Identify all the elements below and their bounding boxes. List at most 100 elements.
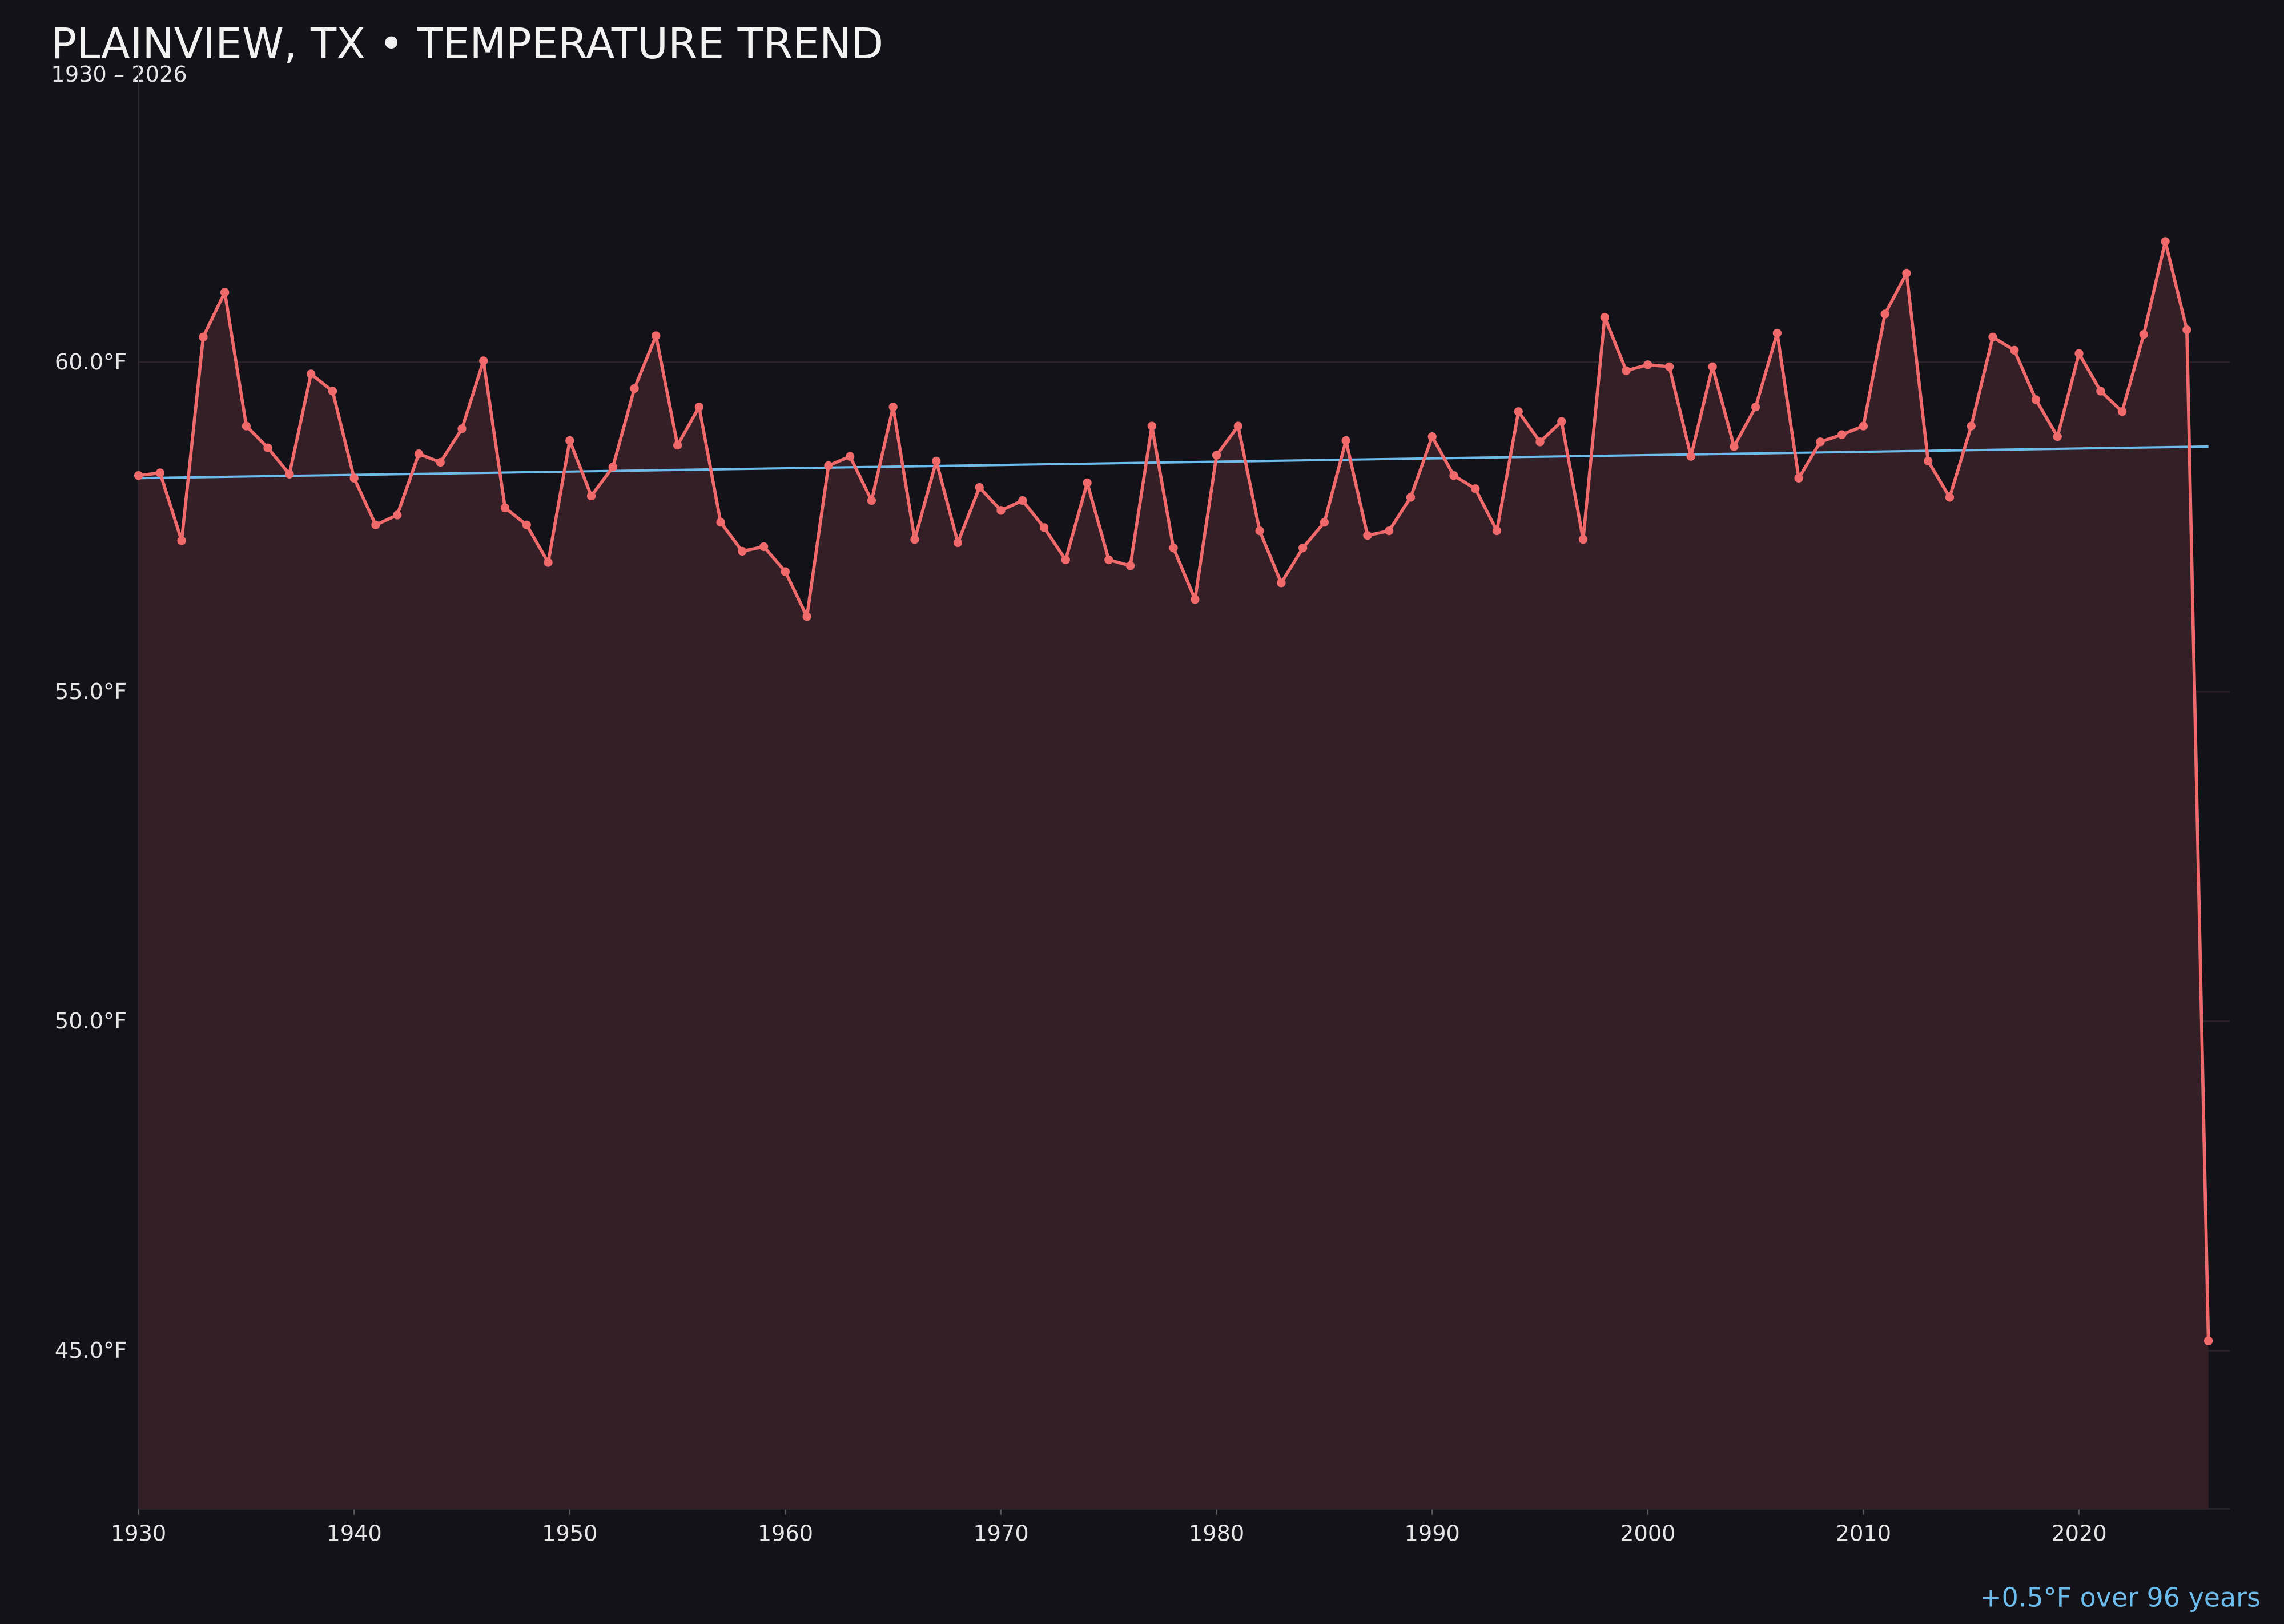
point [781, 567, 790, 576]
point [1083, 478, 1092, 488]
point [1837, 430, 1847, 439]
point [220, 288, 230, 297]
point [1514, 407, 1523, 416]
point [1449, 471, 1458, 480]
point [414, 449, 424, 459]
point [1988, 332, 1997, 341]
x-tick-label: 1950 [542, 1521, 597, 1547]
point [608, 463, 617, 472]
x-tick-label: 2010 [1836, 1521, 1891, 1547]
point [1794, 473, 1803, 483]
point [1643, 360, 1652, 369]
point [1406, 493, 1416, 502]
point [888, 403, 898, 412]
point [2053, 432, 2062, 441]
point [155, 468, 164, 477]
point [1320, 517, 1329, 527]
point [328, 387, 337, 396]
point [1471, 484, 1480, 493]
point [1880, 309, 1889, 319]
point [846, 452, 855, 461]
point [1816, 437, 1825, 447]
point [1147, 421, 1156, 431]
point [1385, 526, 1394, 536]
point [1039, 523, 1049, 532]
point [802, 612, 811, 621]
point [177, 536, 186, 545]
point [1859, 421, 1868, 431]
point [199, 332, 208, 341]
point [1535, 437, 1545, 447]
x-tick-label: 1990 [1405, 1521, 1460, 1547]
point [910, 535, 919, 544]
point [932, 456, 941, 465]
point [2203, 1336, 2213, 1345]
point [522, 520, 531, 529]
point [1277, 578, 1286, 588]
point [1902, 268, 1911, 278]
point [1427, 432, 1437, 441]
trend-annotation: +0.5°F over 96 years [1980, 1582, 2261, 1613]
point [1924, 456, 1933, 465]
point [1341, 436, 1350, 445]
point [1751, 403, 1760, 412]
x-tick-label: 1970 [973, 1521, 1028, 1547]
point [1212, 451, 1221, 460]
y-tick-label: 50.0°F [55, 1008, 127, 1034]
point [1945, 493, 1955, 502]
point [716, 517, 725, 527]
point [1233, 421, 1243, 431]
point [457, 424, 467, 433]
point [393, 510, 402, 520]
point [759, 542, 769, 552]
point [2074, 349, 2084, 358]
point [996, 506, 1006, 515]
point [1492, 526, 1502, 536]
point [479, 356, 488, 365]
point [1772, 328, 1782, 338]
point [824, 461, 833, 471]
point [1169, 544, 1178, 553]
point [2010, 345, 2019, 355]
x-tick-label: 2020 [2051, 1521, 2106, 1547]
area [138, 241, 2209, 1509]
point [1018, 496, 1027, 505]
point [2139, 330, 2148, 339]
point [673, 440, 682, 450]
point [867, 496, 876, 505]
point [2031, 395, 2041, 404]
x-tick-label: 1940 [327, 1521, 382, 1547]
point [694, 403, 704, 412]
point [1255, 526, 1264, 536]
point [953, 538, 963, 548]
y-tick-label: 45.0°F [55, 1338, 127, 1364]
point [1125, 561, 1135, 570]
point [263, 443, 272, 452]
chart-subtitle: 1930 – 2026 [51, 62, 187, 87]
point [1664, 362, 1674, 371]
point [1557, 417, 1566, 426]
point [1104, 555, 1113, 565]
x-tick-label: 1960 [758, 1521, 813, 1547]
y-tick-label: 55.0°F [55, 679, 127, 705]
point [586, 491, 596, 501]
point [1600, 313, 1609, 322]
point [975, 483, 984, 492]
point [2096, 387, 2105, 396]
trend-line [138, 445, 2209, 480]
x-tick-label: 2000 [1620, 1521, 1675, 1547]
point [134, 471, 143, 480]
point [1967, 421, 1976, 431]
point [1686, 452, 1695, 461]
point [242, 421, 251, 431]
chart-title: PLAINVIEW, TX • TEMPERATURE TREND [51, 19, 884, 69]
point [1708, 362, 1717, 371]
point [307, 369, 316, 379]
point [652, 331, 661, 340]
point [1298, 544, 1308, 553]
point [1191, 595, 1200, 604]
point [285, 469, 294, 479]
point [2182, 325, 2191, 335]
point [349, 473, 359, 483]
